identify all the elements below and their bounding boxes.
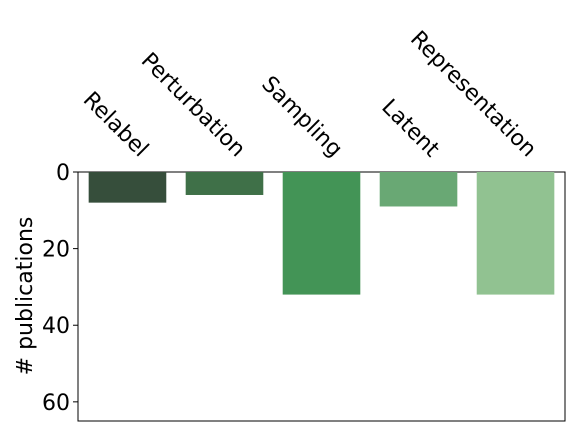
category-label-sampling: Sampling — [256, 72, 346, 162]
bars-group — [88, 172, 555, 295]
bar-perturbation — [185, 172, 264, 195]
bar-relabel — [88, 172, 167, 203]
category-label-relabel: Relabel — [78, 87, 153, 162]
bar-representation — [476, 172, 555, 295]
y-tick-label-60: 60 — [42, 391, 70, 416]
category-label-latent: Latent — [376, 95, 444, 163]
category-label-perturbation: Perturbation — [136, 48, 250, 162]
y-tick-label-20: 20 — [42, 238, 70, 263]
y-axis-title: # publications — [13, 217, 38, 376]
y-tick-label-0: 0 — [56, 161, 70, 186]
bar-sampling — [282, 172, 361, 295]
y-ticks-group: 0 20 40 60 — [42, 161, 78, 416]
y-tick-label-40: 40 — [42, 314, 70, 339]
bar-latent — [379, 172, 458, 207]
